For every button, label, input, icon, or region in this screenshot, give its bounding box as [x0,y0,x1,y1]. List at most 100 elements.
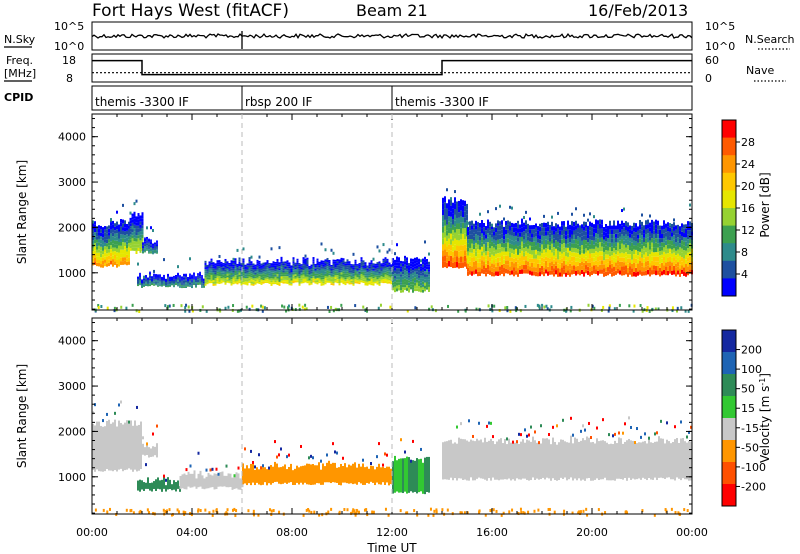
power-cell [541,270,543,275]
power-cell [647,251,649,257]
velocity-cell [542,438,544,478]
power-cell [625,256,627,262]
power-cell [149,271,151,273]
power-cell [120,245,122,250]
power-cell [563,225,565,230]
velocity-cell [252,461,254,483]
power-cell [400,276,402,280]
velocity-cell [142,443,144,455]
power-cell [362,260,365,263]
power-cell [456,245,458,251]
velocity-cell [106,510,109,514]
power-cell [444,225,446,232]
power-cell [573,260,575,266]
velocity-colorbar-label: Velocity [m s-1] [758,373,773,463]
power-cell [545,222,547,228]
power-cell [665,270,667,276]
power-cell [254,272,257,275]
power-cell [595,251,597,256]
power-cell [129,242,132,246]
power-cell [481,269,483,274]
power-cell [212,281,215,284]
velocity-cell [116,426,118,472]
power-cell [649,271,651,277]
power-cell [199,280,201,282]
power-cell [639,233,641,239]
power-cell [561,258,563,263]
velocity-cell [482,442,484,479]
velocity-cell [504,438,506,480]
power-cell [210,270,213,273]
power-cell [126,223,128,228]
power-cell [137,279,139,281]
power-cell [189,280,191,282]
power-cell [637,251,639,256]
power-cell [141,285,143,287]
power-cell [424,265,426,269]
power-cell [667,261,669,267]
power-cell [631,268,633,273]
power-cell [288,273,291,276]
power-cell [171,277,173,279]
power-cell [142,252,144,254]
power-cell [292,257,295,260]
power-cell [262,266,265,268]
velocity-cell [628,438,630,478]
power-cell [104,249,106,253]
power-cell [181,286,183,288]
velocity-cell [334,462,336,483]
power-cell [203,281,205,283]
power-cell [546,307,549,311]
power-cell [308,265,311,268]
power-cell [244,274,247,277]
power-cell [316,265,319,268]
power-cell [577,223,579,228]
power-cell [167,277,169,279]
power-cell [146,247,148,249]
power-cell [689,269,691,274]
power-cell [519,265,521,270]
power-cell [292,259,295,262]
power-cell [382,243,385,247]
power-cell [585,221,587,225]
power-cell [141,215,144,219]
power-cell [137,281,139,283]
power-cell [354,261,357,264]
power-cell [583,239,585,245]
power-cell [509,234,511,240]
power-cell [156,249,158,251]
power-cell [210,258,213,261]
power-cell [489,243,491,249]
velocity-cell [164,510,167,514]
power-cell [97,306,100,310]
power-cell [661,254,663,259]
power-cell [147,277,149,279]
power-cell [378,267,381,270]
power-cell [609,234,611,239]
power-cell [346,275,349,278]
power-cell [388,269,391,272]
power-cell [587,250,589,255]
power-cell [290,283,293,286]
power-cell [607,246,609,251]
power-cell [561,271,563,277]
power-cell [157,275,159,277]
power-cell [139,284,141,286]
power-cell [597,243,599,248]
power-cell [513,245,515,250]
power-cell [155,277,157,279]
power-cell [310,272,313,275]
power-cell [593,215,595,219]
power-cell [657,265,659,271]
power-cell [106,239,108,244]
power-cell [374,271,377,274]
power-cell [661,262,663,267]
power-cell [296,274,299,277]
power-cell [565,272,567,277]
power-cell [216,281,219,284]
power-cell [671,236,673,241]
power-cell [199,277,201,279]
power-cell [242,273,245,276]
power-cell [589,248,591,254]
